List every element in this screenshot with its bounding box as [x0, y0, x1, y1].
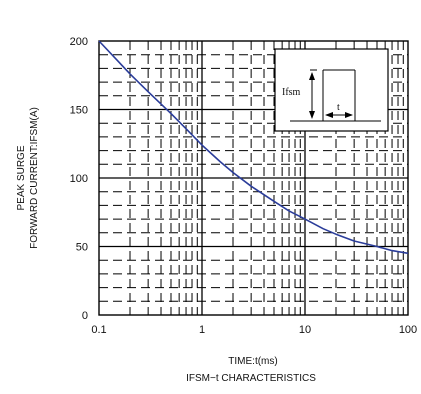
inset-current-label: Ifsm — [282, 87, 301, 98]
y-tick-label: 100 — [70, 173, 88, 185]
inset-current-arrow-head-bottom — [309, 111, 315, 119]
inset-time-label: t — [337, 102, 340, 113]
y-tick-label: 0 — [82, 310, 88, 322]
y-axis-label-line2: FORWARD CURRENT:IFSM(A) — [29, 107, 40, 249]
x-tick-label: 10 — [299, 324, 311, 336]
inset-diagram: Ifsm t — [274, 48, 389, 132]
x-tick-label: 1 — [199, 324, 205, 336]
inset-time-arrow-head-left — [325, 112, 333, 118]
inset-time-arrow-head-right — [345, 112, 353, 118]
inset-current-arrow-head-top — [309, 72, 315, 80]
y-tick-label: 200 — [70, 36, 88, 48]
plot-frame — [98, 40, 409, 316]
y-tick-label: 50 — [76, 242, 88, 254]
series-line — [98, 40, 409, 255]
series-group — [98, 40, 409, 255]
x-tick-label: 100 — [399, 324, 417, 336]
y-axis-label-line1: PEAK SURGE — [16, 145, 27, 210]
chart-caption: IFSM−t CHARACTERISTICS — [186, 373, 316, 384]
x-tick-label: 0.1 — [91, 324, 106, 336]
y-tick-label: 150 — [70, 105, 88, 117]
x-axis-label: TIME:t(ms) — [228, 356, 277, 367]
tick-labels: 0.1 1 10 100 0 50 100 150 200 — [70, 36, 418, 336]
